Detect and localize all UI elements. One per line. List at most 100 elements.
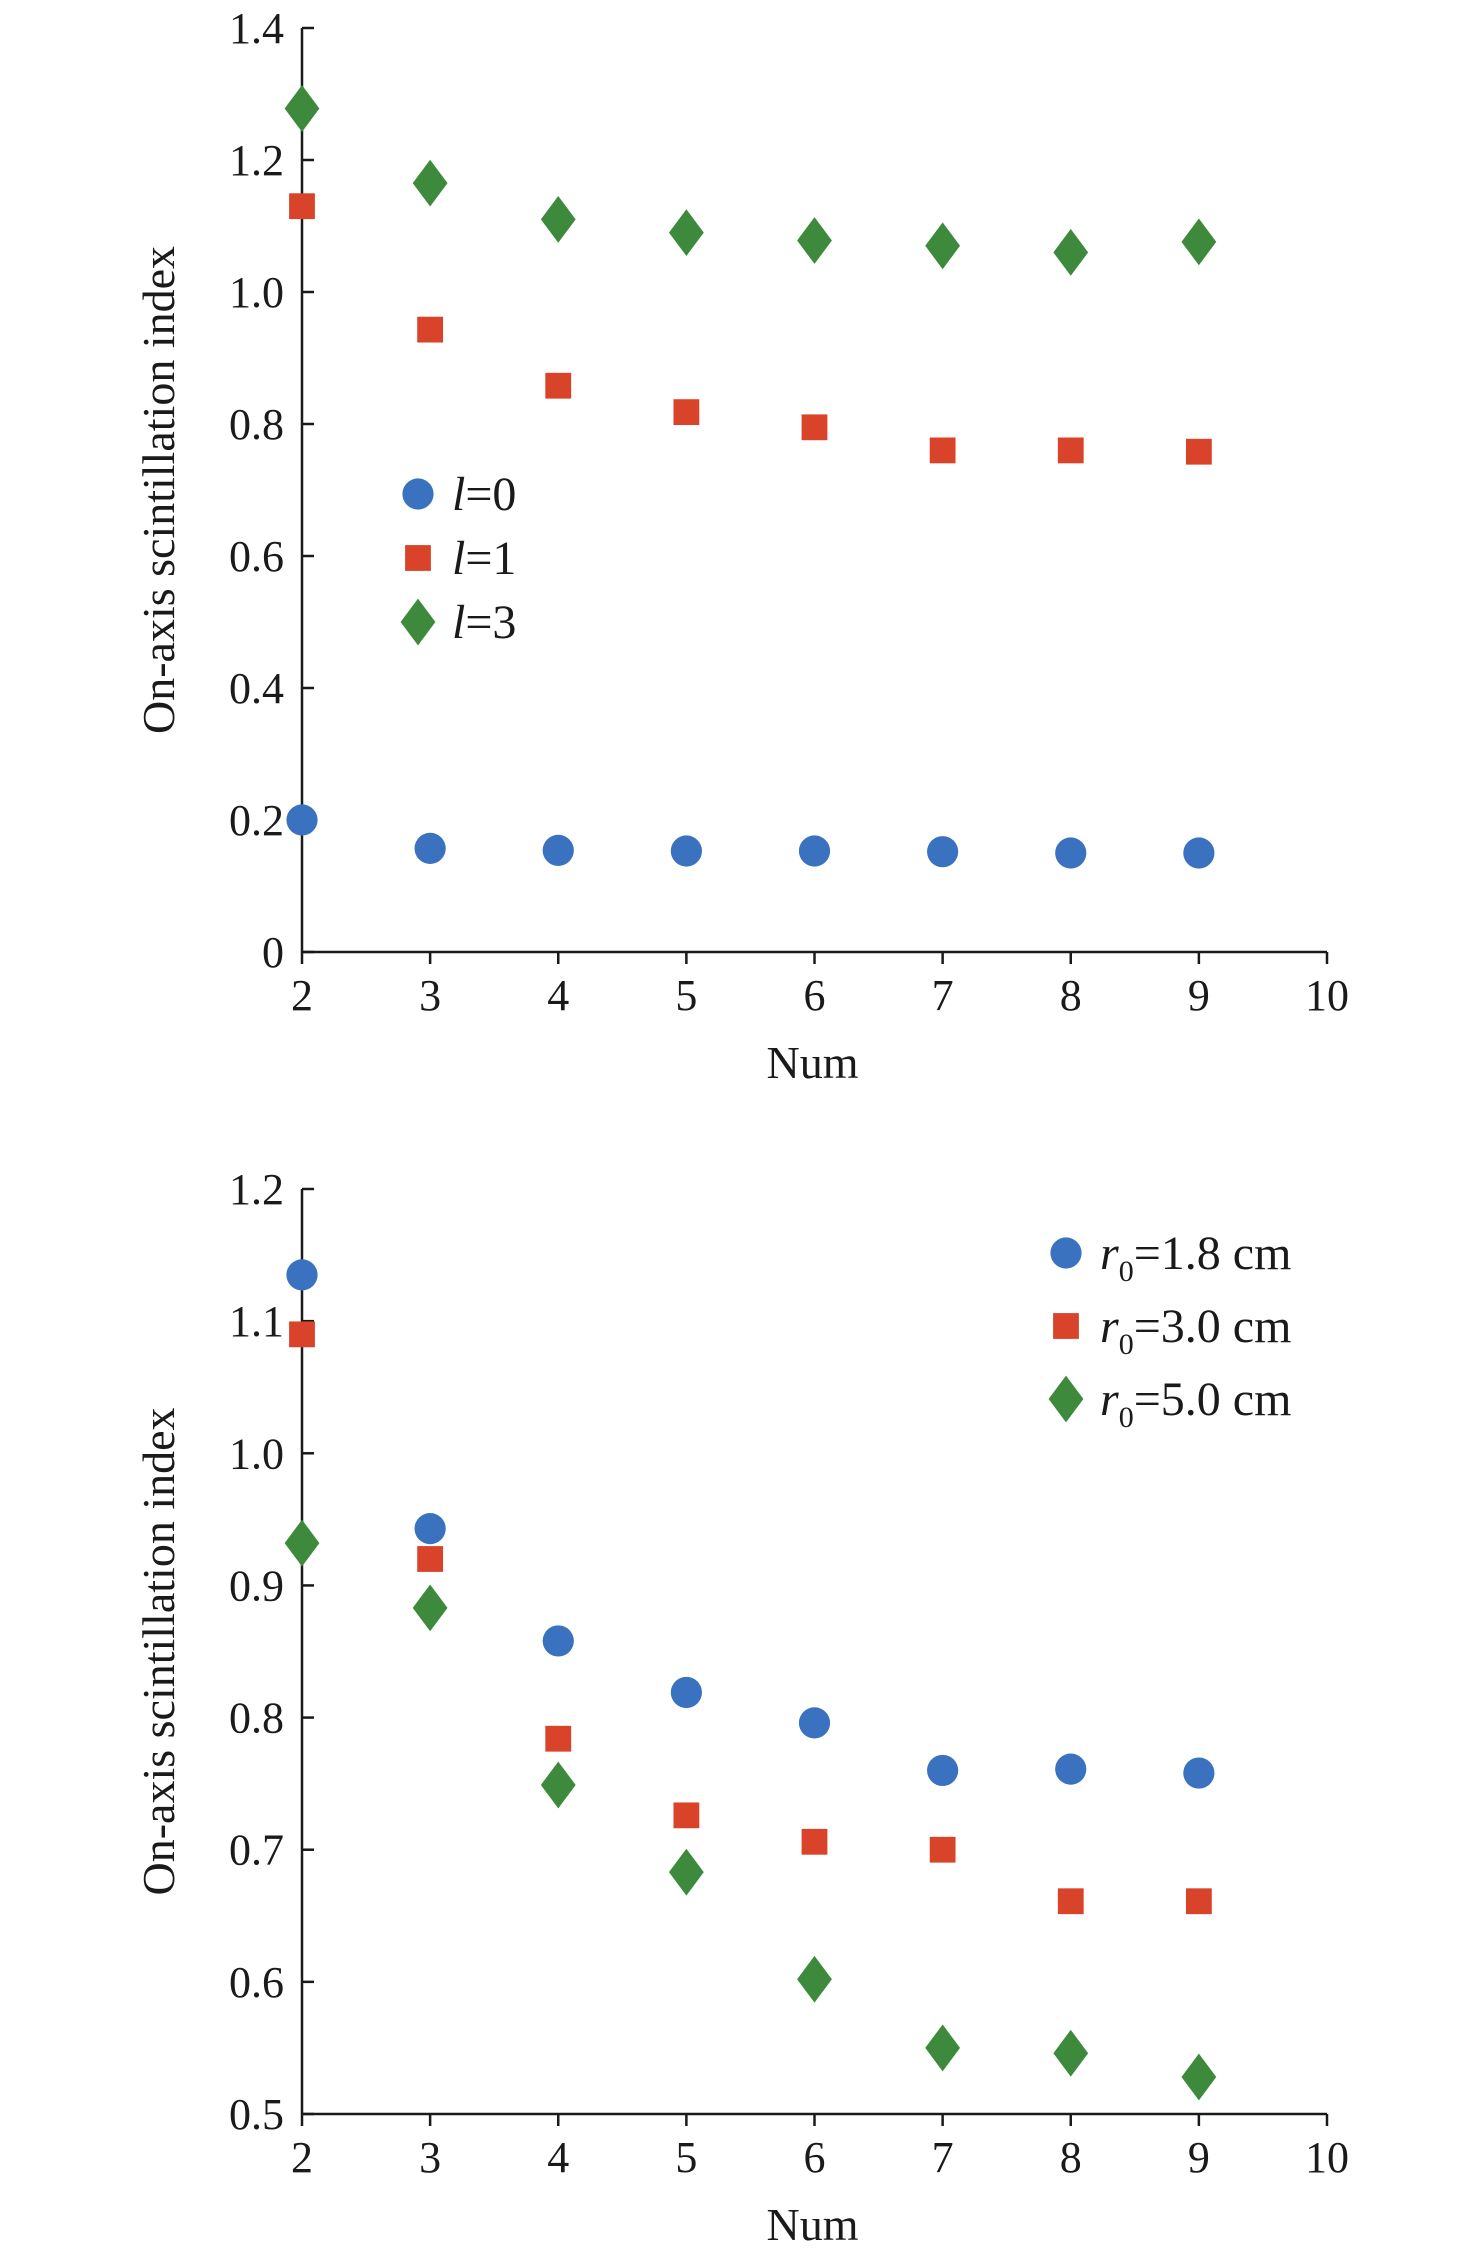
x-tick-label: 3: [419, 2133, 441, 2182]
data-point-diamond: [1181, 2053, 1217, 2101]
data-point-circle: [1055, 1753, 1087, 1785]
legend-label-rest: =0: [465, 468, 516, 521]
legend-label: r0=5.0 cm: [1100, 1373, 1291, 1434]
data-point-diamond: [540, 1761, 576, 1809]
data-point-square: [545, 1725, 572, 1752]
data-point-circle: [1055, 837, 1087, 869]
data-point-square: [801, 414, 828, 441]
y-tick-label: 1.1: [229, 1297, 284, 1346]
legend-marker-diamond: [1048, 1375, 1084, 1423]
legend-label-italic: l: [452, 468, 465, 521]
data-point-square: [1185, 438, 1212, 465]
x-axis-title: Num: [767, 1037, 859, 1088]
x-tick-label: 7: [932, 971, 954, 1020]
series-diamond: [284, 1519, 1217, 2101]
legend-entry: r0=5.0 cm: [1048, 1373, 1291, 1434]
legend-label-rest: =3: [465, 596, 516, 649]
legend-marker-diamond: [400, 598, 436, 646]
x-tick-label: 6: [804, 971, 826, 1020]
legend-entry: l=1: [405, 532, 516, 585]
x-tick-label: 4: [547, 971, 569, 1020]
data-point-square: [673, 1802, 700, 1829]
legend-entry: l=0: [402, 468, 516, 521]
series-square: [289, 193, 1212, 465]
data-point-circle: [927, 836, 959, 868]
series-diamond: [284, 85, 1217, 276]
y-axis-title: On-axis scintillation index: [133, 246, 184, 734]
data-point-diamond: [668, 1848, 704, 1896]
y-tick-label: 0.8: [229, 400, 284, 449]
legend-label: l=3: [452, 596, 516, 649]
data-point-square: [289, 193, 315, 220]
data-point-square: [929, 1836, 956, 1863]
y-tick-label: 0.9: [229, 1561, 284, 1610]
data-point-diamond: [668, 209, 704, 256]
legend-label: l=0: [452, 468, 516, 521]
data-point-square: [289, 1321, 315, 1348]
legend-label-rest: =5.0 cm: [1134, 1373, 1292, 1426]
data-point-circle: [798, 835, 831, 867]
legend-label: r0=3.0 cm: [1100, 1300, 1291, 1361]
data-point-diamond: [1053, 229, 1089, 276]
y-tick-label: 1.0: [229, 268, 284, 317]
data-point-diamond: [925, 222, 961, 270]
data-point-square: [673, 399, 700, 426]
data-point-diamond: [284, 85, 320, 132]
data-point-square: [1057, 437, 1084, 464]
data-point-square: [801, 1828, 828, 1855]
chart-bottom: 2 3 4 5 6 7 8 9 10 0.5 0.6 0.7 0.8 0.9 1.0 1.1 1.2 Num On-…: [133, 1165, 1349, 2250]
legend-label: r0=1.8 cm: [1100, 1227, 1291, 1288]
legend-entry: r0=3.0 cm: [1053, 1300, 1291, 1361]
y-tick-label: 0.5: [229, 2090, 284, 2139]
y-tick-label: 1.0: [229, 1429, 284, 1478]
data-point-circle: [1183, 1757, 1215, 1789]
legend-marker-square: [405, 545, 431, 571]
x-tick-label: 6: [804, 2133, 826, 2182]
x-tick-label: 2: [291, 971, 313, 1020]
data-point-circle: [286, 804, 318, 836]
data-point-square: [1057, 1888, 1084, 1915]
y-tick-label: 0.6: [229, 1958, 284, 2007]
legend-label-subscript: 0: [1119, 1255, 1134, 1288]
x-tick-label: 10: [1305, 971, 1349, 1020]
data-point-diamond: [797, 217, 832, 264]
legend-label-subscript: 0: [1119, 1328, 1134, 1361]
legend-label-rest: =1.8 cm: [1134, 1227, 1292, 1280]
legend-marker-square: [1053, 1313, 1079, 1339]
x-tick-label: 3: [419, 971, 441, 1020]
data-point-circle: [286, 1259, 318, 1291]
data-point-circle: [670, 835, 702, 867]
x-axis-title: Num: [767, 2199, 859, 2250]
x-tick-label: 4: [547, 2133, 569, 2182]
x-tick-label: 9: [1188, 2133, 1210, 2182]
y-tick-label: 1.4: [229, 4, 284, 53]
data-point-square: [417, 316, 444, 343]
y-tick-label: 0.7: [229, 1826, 284, 1875]
data-point-square: [1185, 1888, 1212, 1915]
data-point-square: [929, 437, 956, 464]
x-tick-label: 2: [291, 2133, 313, 2182]
legend-label-italic: r: [1100, 1300, 1119, 1353]
y-tick-label: 1.2: [229, 136, 284, 185]
data-point-diamond: [412, 159, 448, 207]
data-point-diamond: [412, 1584, 448, 1632]
y-tick-label: 0.2: [229, 796, 284, 845]
legend-label: l=1: [452, 532, 516, 585]
legend-label-rest: =1: [465, 532, 516, 585]
data-point-square: [545, 372, 572, 399]
x-tick-label: 8: [1060, 971, 1082, 1020]
chart-top: 2 3 4 5 6 7 8 9 10 0 0.2 0.4 0.6 0.8 1.0 1.2 1.4 Num On-ax…: [133, 4, 1349, 1088]
y-tick-label: 0.8: [229, 1694, 284, 1743]
data-point-circle: [414, 1513, 446, 1545]
data-point-diamond: [797, 1955, 832, 2003]
data-point-diamond: [925, 2024, 961, 2072]
data-point-diamond: [284, 1519, 320, 1567]
x-tick-label: 7: [932, 2133, 954, 2182]
legend-marker-circle: [402, 478, 434, 510]
series-circle: [286, 804, 1215, 869]
data-point-diamond: [1053, 2029, 1089, 2077]
data-point-circle: [542, 834, 574, 866]
x-tick-label: 10: [1305, 2133, 1349, 2182]
data-point-circle: [414, 832, 446, 864]
legend-label-italic: r: [1100, 1373, 1119, 1426]
